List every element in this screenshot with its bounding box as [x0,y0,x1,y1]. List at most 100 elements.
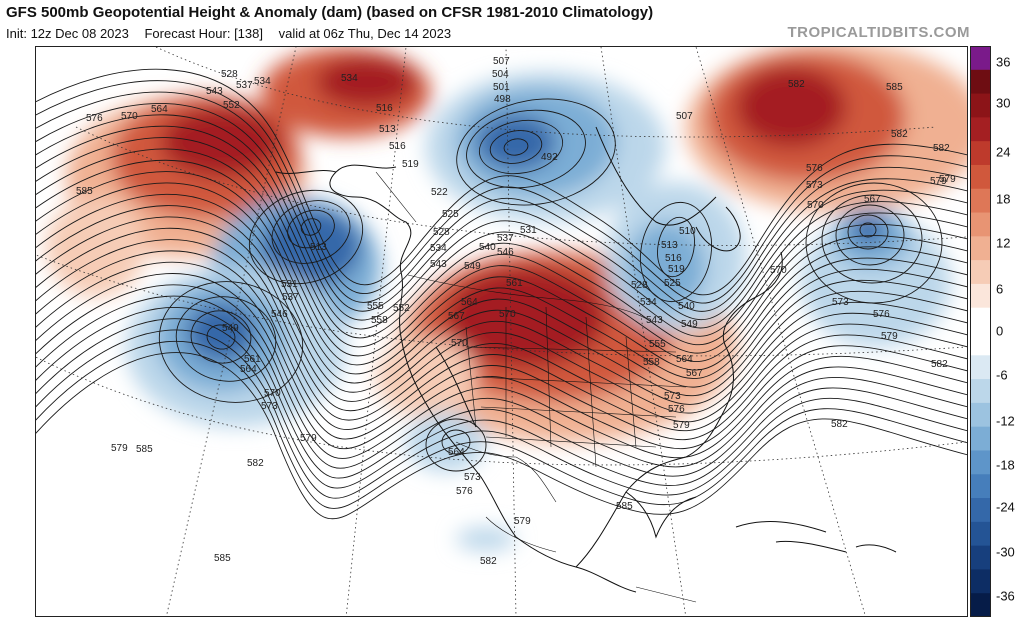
height-contour-label: 582 [247,458,264,469]
colorbar-swatch [970,545,991,570]
height-contour-line [441,429,471,455]
height-contour-label: 573 [806,180,823,191]
height-contour-label: 519 [668,264,685,275]
height-contour-label: 546 [497,247,514,258]
height-contour-label: 540 [678,301,695,312]
height-contour-label: 585 [886,82,903,93]
height-contour-line [835,204,905,266]
height-contour-label: 558 [643,357,660,368]
height-contour-line [489,130,543,164]
height-contour-label: 546 [271,309,288,320]
height-contour-line [36,68,967,296]
map-title: GFS 500mb Geopotential Height & Anomaly … [6,4,654,21]
height-contour-label: 543 [646,315,663,326]
height-contour-line [36,193,967,388]
height-contour-label: 582 [933,143,950,154]
height-contour-line [36,114,967,329]
height-contour-label: 579 [514,516,531,527]
height-contour-label: 576 [668,404,685,415]
height-contour-label: 516 [376,103,393,114]
height-contour-label: 582 [831,419,848,430]
height-contour-label: 576 [86,113,103,124]
height-contour-line [36,182,967,379]
height-contour-line [36,273,967,450]
height-contour-label: 576 [873,309,890,320]
height-contour-label: 516 [389,141,406,152]
height-contour-line [503,138,529,156]
height-contour-line [248,189,364,285]
colorbar-tick-label: -36 [996,588,1015,604]
colorbar-border [970,46,991,617]
forecast-hour: Forecast Hour: [138] [144,26,263,41]
colorbar-swatch [970,379,991,404]
height-contour-line [36,171,967,371]
height-contour-label: 570 [807,200,824,211]
colorbar-tick-label: 18 [996,191,1011,207]
colorbar-tick-label: -12 [996,413,1015,429]
height-contour-label: 582 [891,129,908,140]
height-contour-label: 573 [832,297,849,308]
height-contour-label: 513 [661,240,678,251]
height-contour-line [36,159,967,362]
height-contour-label: 570 [121,111,138,122]
height-contour-line [36,137,967,346]
height-contour-label: 525 [664,278,681,289]
height-contour-label: 555 [649,339,666,350]
height-contour-label: 549 [681,319,698,330]
height-contour-label: 510 [679,226,696,237]
height-contour-line [36,148,967,354]
height-contour-label: 570 [770,265,787,276]
height-contour-line [36,307,967,479]
height-contour-line [36,216,967,405]
height-contour-line [36,103,967,321]
init-time: Init: 12z Dec 08 2023 [6,26,129,41]
colorbar-tick-label: 24 [996,144,1011,160]
height-contour-line [158,281,304,403]
height-contour-label: 537 [497,233,514,244]
height-contour-label: 567 [864,194,881,205]
colorbar-tick-label: 6 [996,281,1004,297]
height-contour-label: 564 [676,354,693,365]
height-contour-label: 579 [930,176,947,187]
height-contour-label: 519 [402,159,419,170]
height-contours [36,68,967,520]
height-contour-label: 549 [222,323,239,334]
height-contour-label: 570 [264,388,281,399]
height-contour-label: 558 [371,315,388,326]
height-contour-line [36,227,967,414]
height-contour-label: 516 [665,253,682,264]
height-contour-label: 543 [430,259,447,270]
colorbar-swatch [970,236,991,261]
height-contour-line [271,200,351,264]
colorbar-swatch [970,141,991,166]
height-contour-line [657,216,695,278]
height-contour-label: 537 [236,80,253,91]
height-contour-label: 537 [282,292,299,303]
height-contour-line [36,205,967,397]
height-contour-label: 585 [37,47,54,50]
valid-time: valid at 06z Thu, Dec 14 2023 [278,26,452,41]
height-contour-line [36,284,967,459]
height-contour-label: 573 [664,391,681,402]
height-contour-line [36,91,967,312]
height-contour-line [300,218,322,236]
height-contour-label: 570 [499,309,516,320]
height-contour-line [36,352,967,520]
height-contour-label: 564 [151,104,168,115]
colorbar-tick-label: -24 [996,499,1015,515]
height-contour-label: 579 [111,443,128,454]
colorbar-tick-label: -30 [996,544,1015,560]
colorbar-labels: 36 30 24 18 12 6 0 -6 -12 -18 -24 -30 -36 [996,46,1024,617]
colorbar-swatch [970,521,991,547]
colorbar-swatch [970,593,991,617]
height-contour-label: 549 [464,261,481,272]
colorbar-swatch [970,426,991,451]
height-contour-line [287,209,335,249]
height-contour-label: 585 [136,444,153,455]
height-contour-label: 573 [464,472,481,483]
height-contour-label: 492 [541,152,558,163]
height-contour-label: 567 [448,311,465,322]
map-subtitle: Init: 12z Dec 08 2023 Forecast Hour: [13… [6,26,463,41]
height-contour-line [36,295,967,469]
